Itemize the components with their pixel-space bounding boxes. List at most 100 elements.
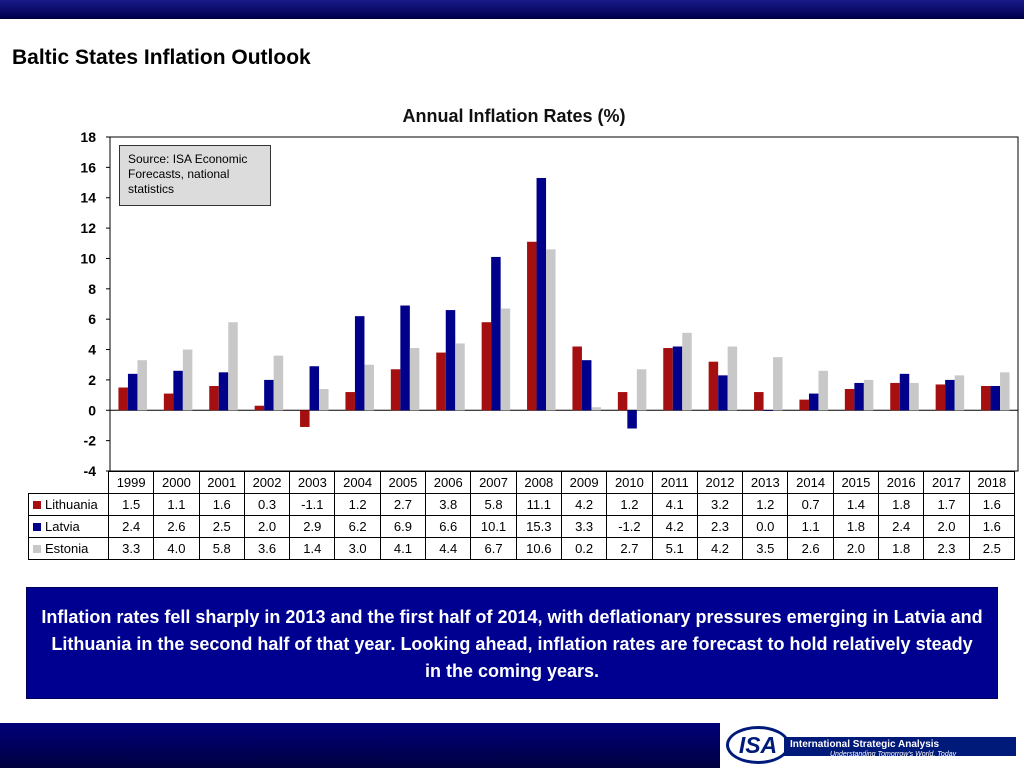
data-table: 1999 2000 2001 2002 2003 2004 2005 2006 2007 2008… xyxy=(28,471,1015,560)
legend-entry-estonia: Estonia xyxy=(28,537,109,560)
data-label-latvia-2015: 1.8 xyxy=(832,515,880,538)
data-label-estonia-2003: 1.4 xyxy=(289,537,336,560)
bar-latvia-2002 xyxy=(264,379,274,411)
data-label-latvia-2004: 6.2 xyxy=(334,515,381,538)
top-banner xyxy=(0,0,1024,19)
y-tick-label: -2 xyxy=(84,433,97,449)
data-label-estonia-2000: 4.0 xyxy=(153,537,200,560)
data-label-lithuania-2011: 4.1 xyxy=(651,493,698,516)
bar-latvia-2009 xyxy=(581,360,592,411)
bar-latvia-2012 xyxy=(718,375,728,411)
bar-latvia-2005 xyxy=(400,305,410,411)
y-tick-label: 0 xyxy=(88,402,96,418)
data-label-lithuania-2000: 1.1 xyxy=(153,493,200,516)
bar-latvia-1999 xyxy=(127,373,138,411)
bar-lithuania-2001 xyxy=(209,385,219,411)
data-label-estonia-2015: 2.0 xyxy=(832,537,880,560)
bar-lithuania-2004 xyxy=(345,392,355,411)
year-label-2000: 2000 xyxy=(153,471,200,494)
year-label-2017: 2017 xyxy=(923,471,970,494)
bar-estonia-2017 xyxy=(954,375,965,411)
bar-chart: 18 16 14 12 10 8 6 4 2 0 -2 -4 xyxy=(80,129,1019,479)
bar-lithuania-2010 xyxy=(617,392,628,411)
bar-latvia-2007 xyxy=(491,256,501,411)
data-label-estonia-2008: 10.6 xyxy=(515,537,562,560)
bar-lithuania-2002 xyxy=(254,405,265,411)
y-tick-label: 10 xyxy=(80,250,96,266)
bar-estonia-2010 xyxy=(636,369,647,411)
data-label-lithuania-2007: 5.8 xyxy=(470,493,517,516)
data-label-estonia-2012: 4.2 xyxy=(696,537,744,560)
year-label-2003: 2003 xyxy=(289,471,336,494)
year-label-2013: 2013 xyxy=(742,471,789,494)
data-label-lithuania-2014: 0.7 xyxy=(787,493,834,516)
bar-lithuania-2009 xyxy=(572,346,582,411)
bar-lithuania-2014 xyxy=(799,399,809,411)
logo-tagline: Understanding Tomorrow's World, Today xyxy=(830,751,957,758)
legend-swatch xyxy=(33,523,41,531)
year-label-2009: 2009 xyxy=(560,471,608,494)
year-label-2006: 2006 xyxy=(425,471,472,494)
bar-estonia-2011 xyxy=(682,332,692,411)
bar-latvia-2004 xyxy=(354,316,365,411)
bar-estonia-2005 xyxy=(409,348,420,411)
year-label-1999: 1999 xyxy=(107,471,155,494)
bar-estonia-2014 xyxy=(818,370,828,411)
bar-latvia-2016 xyxy=(899,373,910,411)
year-label-2001: 2001 xyxy=(198,471,245,494)
legend-swatch xyxy=(33,501,41,509)
table-corner xyxy=(29,472,109,494)
data-label-estonia-2002: 3.6 xyxy=(243,537,291,560)
data-label-lithuania-2004: 1.2 xyxy=(334,493,381,516)
bar-estonia-2013 xyxy=(773,357,783,411)
bar-latvia-2013 xyxy=(763,410,774,411)
data-label-estonia-2001: 5.8 xyxy=(198,537,245,560)
data-label-lithuania-2016: 1.8 xyxy=(878,493,925,516)
bar-lithuania-2011 xyxy=(663,348,673,411)
data-label-lithuania-2015: 1.4 xyxy=(832,493,880,516)
data-label-latvia-2008: 15.3 xyxy=(515,515,562,538)
bar-estonia-2018 xyxy=(1000,372,1010,411)
data-label-estonia-2018: 2.5 xyxy=(968,537,1015,560)
year-label-2007: 2007 xyxy=(470,471,517,494)
bar-lithuania-2012 xyxy=(708,361,719,411)
series-name: Estonia xyxy=(45,541,89,556)
data-label-estonia-2005: 4.1 xyxy=(379,537,427,560)
data-label-estonia-2007: 6.7 xyxy=(470,537,517,560)
data-label-lithuania-2013: 1.2 xyxy=(742,493,789,516)
bar-latvia-2003 xyxy=(309,366,320,411)
data-label-latvia-2018: 1.6 xyxy=(968,515,1015,538)
bar-lithuania-2003 xyxy=(300,410,310,427)
data-label-estonia-2009: 0.2 xyxy=(560,537,608,560)
bar-latvia-2014 xyxy=(808,393,819,411)
table-row-estonia: Estonia 3.3 4.0 5.8 3.6 1.4 3.0 4.1 4.4 6.7 10.6 0.… xyxy=(28,537,1015,560)
year-label-2014: 2014 xyxy=(787,471,834,494)
bar-lithuania-2008 xyxy=(527,241,537,411)
bar-latvia-2010 xyxy=(627,410,637,429)
data-label-estonia-2004: 3.0 xyxy=(334,537,381,560)
year-label-2012: 2012 xyxy=(696,471,744,494)
bar-estonia-2006 xyxy=(455,343,465,411)
bar-latvia-2011 xyxy=(672,346,683,411)
data-label-estonia-2016: 1.8 xyxy=(878,537,925,560)
bar-estonia-2002 xyxy=(273,355,284,411)
bar-estonia-2007 xyxy=(500,308,511,411)
logo-company-name: International Strategic Analysis xyxy=(790,739,940,750)
data-label-lithuania-2001: 1.6 xyxy=(198,493,245,516)
legend-entry-lithuania: Lithuania xyxy=(28,493,109,516)
data-label-latvia-2011: 4.2 xyxy=(651,515,698,538)
data-label-latvia-2012: 2.3 xyxy=(696,515,744,538)
y-tick-label: 6 xyxy=(88,311,96,327)
chart-title: Annual Inflation Rates (%) xyxy=(402,106,626,126)
data-label-estonia-2010: 2.7 xyxy=(606,537,653,560)
bar-estonia-1999 xyxy=(137,360,147,411)
data-label-lithuania-2018: 1.6 xyxy=(968,493,1015,516)
data-label-latvia-2006: 6.6 xyxy=(425,515,472,538)
data-label-lithuania-2017: 1.7 xyxy=(923,493,970,516)
y-tick-label: 16 xyxy=(80,159,96,175)
bar-lithuania-2018 xyxy=(981,385,991,411)
data-label-latvia-2013: 0.0 xyxy=(742,515,789,538)
bar-lithuania-2006 xyxy=(436,352,446,411)
data-label-estonia-2006: 4.4 xyxy=(425,537,472,560)
year-label-2010: 2010 xyxy=(606,471,653,494)
